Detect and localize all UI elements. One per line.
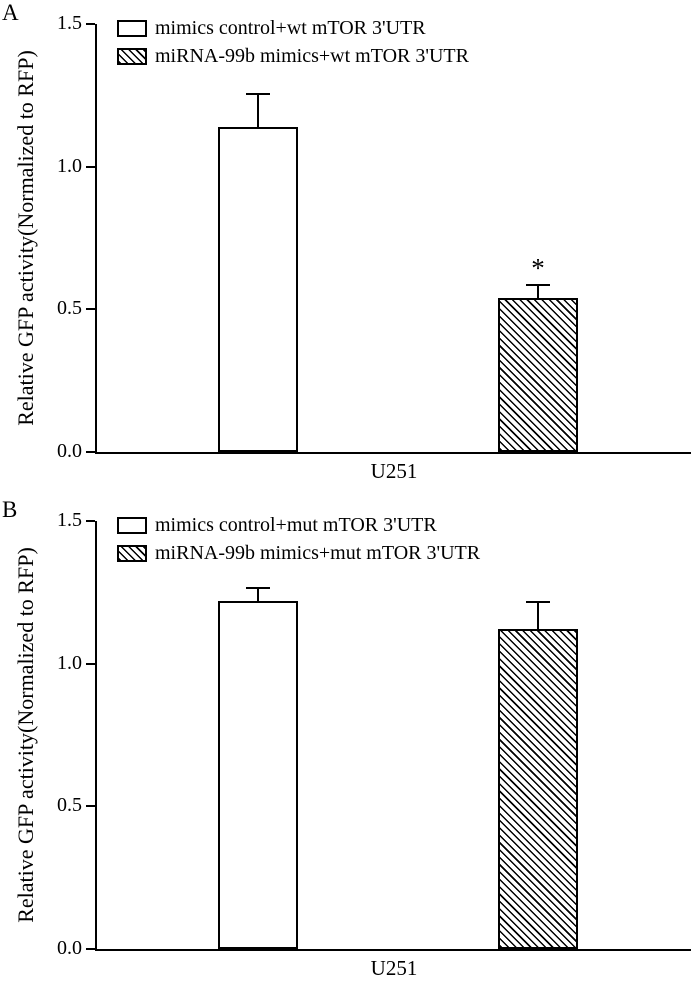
legend-label: mimics control+wt mTOR 3'UTR xyxy=(155,16,426,39)
legend-item-mimics: miRNA-99b mimics+mut mTOR 3'UTR xyxy=(117,541,481,564)
legend-swatch-hatched-bar xyxy=(117,47,147,65)
significance-annotation xyxy=(498,572,578,598)
y-axis-label: Relative GFP activity(Normalized to RFP) xyxy=(13,547,38,923)
error-bar xyxy=(246,92,270,127)
y-tick-label: 0.5 xyxy=(57,297,82,320)
bar-mirna-99b-mimics xyxy=(498,629,578,949)
legend: mimics control+mut mTOR 3'UTR miRNA-99b … xyxy=(117,513,481,571)
legend-item-mimics: miRNA-99b mimics+wt mTOR 3'UTR xyxy=(117,44,469,67)
plot-area: 0.0 0.5 1.0 1.5 mimics control+wt mTOR 3… xyxy=(57,13,691,461)
panel-label: B xyxy=(2,497,18,522)
plot-area: 0.0 0.5 1.0 1.5 mimics control+mut mTOR … xyxy=(57,510,691,958)
significance-annotation xyxy=(218,63,298,89)
legend-swatch-open-bar xyxy=(117,19,147,37)
y-tick: 0.0 xyxy=(57,938,95,958)
y-tick-label: 1.5 xyxy=(57,12,82,34)
legend-label: mimics control+mut mTOR 3'UTR xyxy=(155,513,437,536)
legend: mimics control+wt mTOR 3'UTR miRNA-99b m… xyxy=(117,16,469,74)
bar-mimics-control xyxy=(218,600,298,949)
y-tick: 1.5 xyxy=(57,510,95,530)
y-tick: 1.5 xyxy=(57,13,95,33)
legend-item-control: mimics control+mut mTOR 3'UTR xyxy=(117,513,480,536)
legend-item-control: mimics control+wt mTOR 3'UTR xyxy=(117,16,469,39)
bar-mimics-control xyxy=(218,126,298,452)
panel-B: B Relative GFP activity(Normalized to RF… xyxy=(0,497,700,993)
y-tick: 0.5 xyxy=(57,795,95,815)
x-axis-label: U251 xyxy=(370,459,418,483)
y-tick: 1.0 xyxy=(57,156,95,176)
error-bar xyxy=(246,586,270,601)
error-bar-line xyxy=(257,92,259,127)
panel-A: A Relative GFP activity(Normalized to RF… xyxy=(0,0,700,496)
legend-swatch-hatched-bar xyxy=(117,544,147,562)
error-bar-line xyxy=(537,283,539,298)
error-bar xyxy=(526,283,550,298)
bar-mirna-99b-mimics xyxy=(498,297,578,452)
y-tick-label: 0.0 xyxy=(57,937,82,959)
error-bar-line xyxy=(537,600,539,630)
y-tick: 0.0 xyxy=(57,441,95,461)
legend-label: miRNA-99b mimics+wt mTOR 3'UTR xyxy=(155,44,469,67)
x-axis-label: U251 xyxy=(370,956,418,980)
panel-label: A xyxy=(2,0,19,25)
y-tick-label: 1.0 xyxy=(57,651,82,674)
legend-label: miRNA-99b mimics+mut mTOR 3'UTR xyxy=(155,541,481,564)
legend-swatch-open-bar xyxy=(117,516,147,534)
significance-annotation xyxy=(218,558,298,584)
y-tick-label: 0.0 xyxy=(57,440,82,462)
error-bar-line xyxy=(257,586,259,601)
y-axis-label: Relative GFP activity(Normalized to RFP) xyxy=(13,50,38,426)
y-tick-label: 1.0 xyxy=(57,154,82,177)
y-tick-label: 1.5 xyxy=(57,509,82,531)
error-bar xyxy=(526,600,550,630)
y-tick-label: 0.5 xyxy=(57,794,82,817)
y-tick: 0.5 xyxy=(57,298,95,318)
y-tick: 1.0 xyxy=(57,653,95,673)
significance-annotation: * xyxy=(531,252,545,283)
